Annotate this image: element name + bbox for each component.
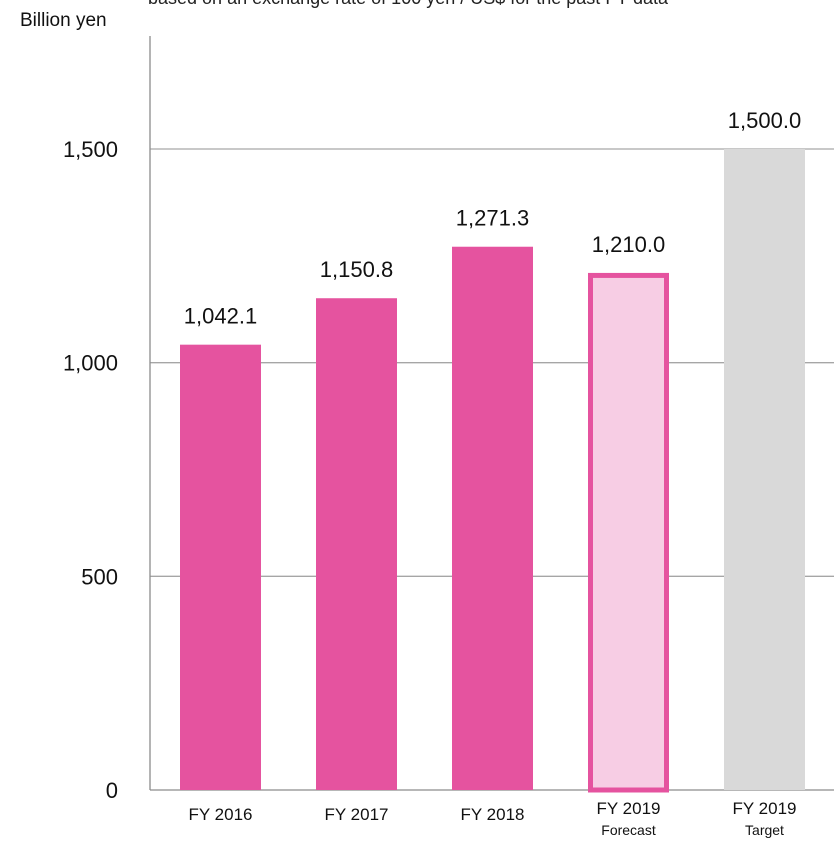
exchange-rate-note: based on an exchange rate of 100 yen / U…: [148, 0, 834, 8]
x-category-label: FY 2019: [597, 799, 661, 818]
y-tick-label: 500: [81, 564, 118, 589]
bar-actual: [316, 298, 397, 790]
bar-actual: [452, 246, 533, 790]
y-tick-label: 1,500: [63, 137, 118, 162]
bar-target: [724, 149, 805, 790]
bar-actual: [180, 344, 261, 790]
y-axis-unit-label: Billion yen: [20, 10, 107, 31]
bar-forecast: [588, 272, 669, 793]
x-category-label: FY 2018: [461, 805, 525, 824]
x-category-label: FY 2016: [189, 805, 253, 824]
y-tick-label: 0: [106, 778, 118, 803]
bars: [180, 149, 805, 793]
y-tick-label: 1,000: [63, 351, 118, 376]
x-category-sublabel: Forecast: [601, 822, 656, 838]
value-label: 1,210.0: [592, 232, 665, 257]
value-label: 1,500.0: [728, 108, 801, 133]
labels: 0 500 1,000 1,500 1,042.1 FY 2016 1,150.8 FY 20…: [63, 108, 801, 838]
value-label: 1,042.1: [184, 304, 257, 329]
x-category-sublabel: Target: [745, 822, 784, 838]
x-category-label: FY 2017: [325, 805, 389, 824]
value-label: 1,150.8: [320, 257, 393, 282]
x-category-label: FY 2019: [733, 799, 797, 818]
value-label: 1,271.3: [456, 206, 529, 231]
